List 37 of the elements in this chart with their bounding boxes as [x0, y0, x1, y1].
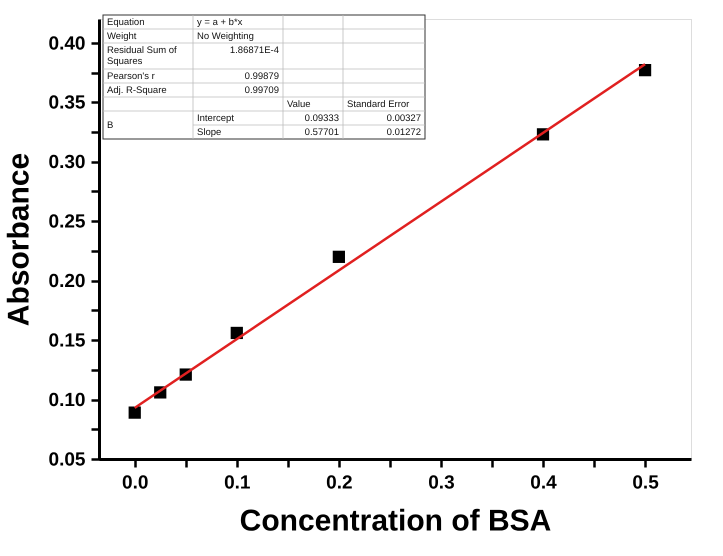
- annotation: Adj. R-Square: [107, 85, 167, 96]
- x-tick-label: 0.5: [632, 472, 660, 494]
- annotation: Equation: [107, 17, 145, 28]
- y-tick-label: 0.15: [48, 330, 86, 352]
- annotation: Residual Sum of Squares: [107, 45, 178, 67]
- x-tick-label: 0.1: [224, 472, 251, 494]
- x-tick-label: 0.0: [122, 472, 148, 494]
- x-tick-label: 0.4: [530, 472, 558, 494]
- y-tick-label: 0.20: [48, 271, 86, 292]
- annotation: Intercept: [197, 113, 234, 124]
- y-tick-label: 0.35: [48, 92, 86, 114]
- y-tick-label: 0.40: [48, 33, 86, 54]
- y-tick-label: 0.10: [48, 390, 86, 412]
- x-tick-label: 0.3: [428, 472, 455, 494]
- annotation: B: [107, 120, 114, 131]
- annotation: y = a + b*x: [197, 17, 243, 28]
- annotation: Standard Error: [347, 99, 410, 110]
- point: [128, 406, 141, 419]
- annotation: 0.09333: [304, 113, 339, 124]
- annotation: 0.00327: [386, 113, 421, 124]
- annotation: 1.86871E-4: [230, 45, 279, 56]
- annotation: Slope: [197, 127, 222, 138]
- annotation: 0.99879: [244, 71, 279, 82]
- y-tick-label: 0.05: [48, 450, 86, 470]
- annotation: 0.57701: [304, 127, 339, 138]
- x-tick-label: 0.2: [326, 472, 353, 494]
- x-axis-title: Concentration of BSA: [240, 504, 552, 538]
- annotation: Weight: [107, 31, 137, 42]
- annotation: Pearson's r: [107, 71, 155, 82]
- annotation: 0.01272: [386, 127, 421, 138]
- annotation: No Weighting: [197, 31, 254, 42]
- annotation: 0.99709: [244, 85, 279, 96]
- annotation: Value: [287, 99, 311, 110]
- y-tick-label: 0.25: [48, 212, 86, 233]
- point: [332, 250, 345, 263]
- y-axis-title: Absorbance: [2, 152, 36, 326]
- y-tick-label: 0.30: [48, 152, 86, 174]
